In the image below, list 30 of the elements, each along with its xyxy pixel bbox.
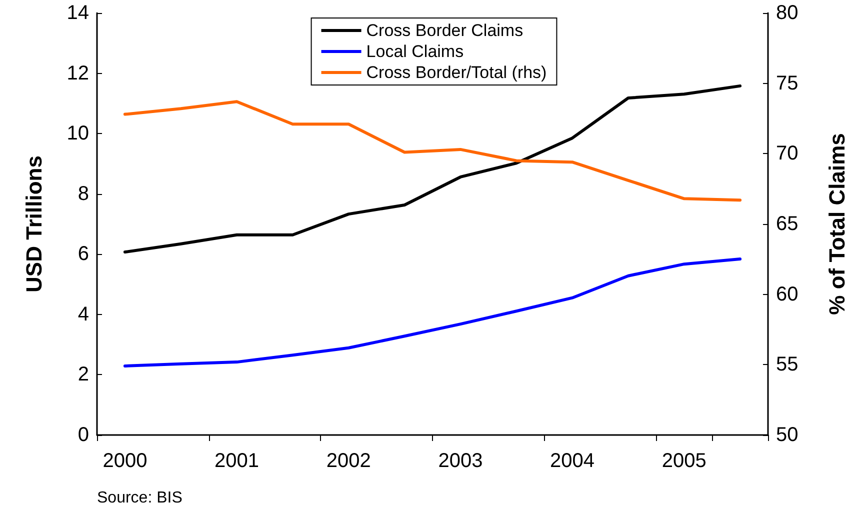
y2-tick-label: 75	[776, 72, 798, 94]
y2-tick-label: 80	[776, 2, 798, 24]
y-tick-label: 6	[78, 243, 89, 266]
y-axis-title: USD Trillions	[22, 156, 46, 292]
x-tick-label: 2005	[662, 450, 706, 472]
x-tick-label: 2000	[102, 450, 148, 472]
line-series	[123, 257, 742, 368]
y-tick-label: 8	[78, 182, 89, 205]
y2-axis-title: % of Total Claims	[824, 133, 850, 315]
x-tick-label: 2003	[438, 450, 483, 472]
x-tick-label: 2002	[326, 450, 371, 472]
y-tick-label: 10	[66, 122, 89, 145]
legend-label: Cross Border/Total (rhs)	[366, 63, 547, 82]
source-note: Source: BIS	[97, 490, 182, 506]
y2-tick-label: 55	[776, 354, 798, 376]
line-series	[123, 100, 742, 202]
y-tick-label: 12	[66, 62, 89, 84]
x-tick-label: 2001	[214, 450, 260, 472]
x-tick-label: 2004	[550, 450, 595, 472]
y2-tick-label: 50	[776, 424, 798, 446]
y-tick-label: 4	[78, 303, 89, 326]
line-series	[123, 84, 742, 254]
y-tick-label: 0	[78, 424, 89, 446]
y2-tick-label: 65	[776, 213, 798, 235]
y-tick-label: 14	[66, 2, 89, 24]
y2-tick-label: 60	[776, 283, 798, 306]
y2-tick-label: 70	[776, 142, 798, 165]
legend-label: Local Claims	[366, 42, 464, 61]
y-tick-label: 2	[78, 364, 89, 386]
legend-label: Cross Border Claims	[366, 21, 524, 40]
